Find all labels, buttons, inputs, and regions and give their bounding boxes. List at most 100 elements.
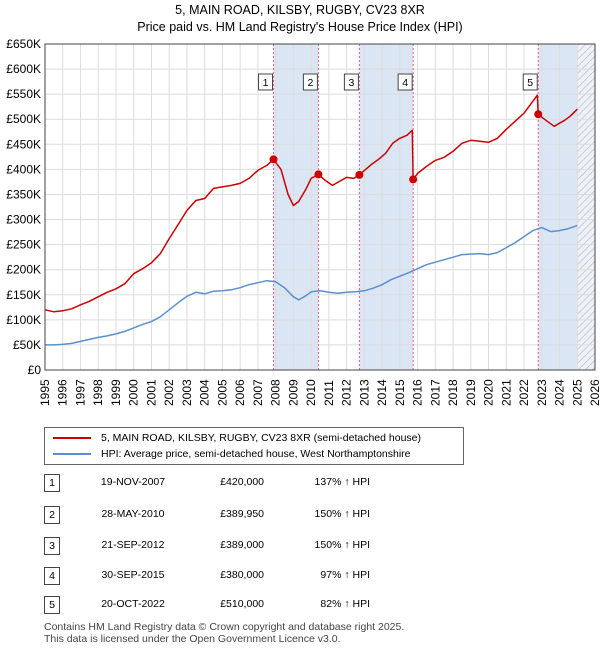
transaction-hpi: 97% ↑ HPI [320, 569, 370, 581]
transaction-date: 20-OCT-2022 [101, 598, 165, 610]
transaction-number: 1 [44, 474, 60, 492]
y-tick-label: £650K [6, 37, 41, 51]
legend-item-hpi: HPI: Average price, semi-detached house,… [53, 447, 411, 461]
x-tick-label: 2025 [570, 379, 584, 406]
y-tick-label: £50K [13, 338, 41, 352]
transaction-date: 19-NOV-2007 [100, 476, 166, 488]
transaction-price: £389,950 [220, 508, 264, 520]
x-tick-label: 2024 [553, 379, 567, 406]
x-tick-label: 2000 [127, 379, 141, 406]
y-tick-label: £500K [6, 112, 41, 126]
legend-label-hpi: HPI: Average price, semi-detached house,… [101, 448, 411, 460]
series-line-property [44, 94, 578, 313]
x-tick-label: 2014 [375, 379, 389, 406]
transaction-row: 2 28-MAY-2010 £389,950 150% ↑ HPI [44, 506, 464, 524]
transaction-number: 4 [44, 567, 60, 585]
x-tick-label: 2011 [322, 380, 336, 406]
shaded-range [273, 44, 319, 370]
x-tick-label: 2006 [233, 379, 247, 406]
chart-title: 5, MAIN ROAD, KILSBY, RUGBY, CV23 8XR [175, 3, 425, 17]
transaction-hpi: 150% ↑ HPI [314, 539, 370, 551]
x-tick-label: 2003 [180, 379, 194, 406]
shaded-range [359, 44, 414, 370]
x-tick-label: 2001 [144, 379, 158, 406]
x-tick-label: 1999 [109, 379, 123, 406]
transaction-date: 28-MAY-2010 [101, 508, 165, 520]
x-tick-label: 2002 [162, 379, 176, 406]
y-tick-label: £0 [28, 363, 42, 377]
x-tick-label: 1996 [56, 379, 70, 406]
shaded-range [538, 44, 578, 370]
y-tick-label: £150K [6, 288, 41, 302]
x-tick-label: 2004 [198, 379, 212, 406]
transaction-row: 4 30-SEP-2015 £380,000 97% ↑ HPI [44, 567, 464, 585]
y-tick-label: £400K [6, 162, 41, 176]
footer-license: This data is licensed under the Open Gov… [44, 633, 341, 645]
transaction-price: £420,000 [220, 476, 264, 488]
sale-point [355, 170, 364, 179]
x-tick-label: 2018 [446, 379, 460, 406]
transaction-row: 1 19-NOV-2007 £420,000 137% ↑ HPI [44, 474, 464, 492]
x-tick-label: 1995 [38, 379, 52, 406]
legend-swatch-property [53, 437, 91, 439]
y-tick-label: £350K [6, 187, 41, 201]
transaction-price: £380,000 [220, 569, 264, 581]
sale-point [314, 170, 323, 179]
transaction-number: 5 [44, 596, 60, 614]
footer-copyright: Contains HM Land Registry data © Crown c… [44, 621, 405, 633]
transaction-row: 5 20-OCT-2022 £510,000 82% ↑ HPI [44, 596, 464, 614]
transaction-row: 3 21-SEP-2012 £389,000 150% ↑ HPI [44, 537, 464, 555]
sale-point [409, 175, 418, 184]
series-line-hpi [45, 224, 578, 346]
transaction-number: 3 [44, 537, 60, 555]
y-tick-label: £600K [6, 62, 41, 76]
forecast-hatched-range [577, 44, 595, 370]
plot-frame [44, 43, 596, 371]
y-tick-label: £300K [6, 213, 41, 227]
sale-label-box [302, 73, 318, 91]
sale-label-box [258, 73, 274, 91]
sale-label: 5 [527, 77, 533, 89]
y-tick-label: £100K [6, 313, 41, 327]
chart-subtitle: Price paid vs. HM Land Registry's House … [137, 20, 463, 34]
transaction-date: 21-SEP-2012 [101, 539, 165, 551]
x-tick-label: 2023 [535, 379, 549, 406]
x-tick-label: 2021 [499, 379, 513, 406]
sale-point [534, 110, 543, 119]
y-tick-label: £250K [6, 238, 41, 252]
transaction-price: £389,000 [220, 539, 264, 551]
transaction-date: 30-SEP-2015 [101, 569, 165, 581]
transaction-hpi: 150% ↑ HPI [314, 508, 370, 520]
x-tick-label: 2019 [464, 379, 478, 406]
x-tick-label: 2012 [340, 379, 354, 406]
transaction-hpi: 137% ↑ HPI [314, 476, 370, 488]
x-tick-label: 2016 [411, 379, 425, 406]
sale-label: 3 [348, 77, 354, 89]
y-tick-label: £200K [6, 263, 41, 277]
x-tick-label: 2015 [393, 379, 407, 406]
y-tick-label: £550K [6, 87, 41, 101]
x-tick-label: 2022 [517, 379, 531, 406]
x-tick-label: 2020 [482, 379, 496, 406]
sale-label: 4 [402, 77, 408, 89]
legend-item-property: 5, MAIN ROAD, KILSBY, RUGBY, CV23 8XR (s… [53, 431, 421, 445]
sale-label: 2 [307, 77, 313, 89]
x-tick-label: 2013 [357, 379, 371, 406]
sale-label-box [522, 73, 538, 91]
y-tick-label: £450K [6, 137, 41, 151]
sale-point [269, 155, 278, 164]
sale-label-box [343, 73, 359, 91]
transaction-price: £510,000 [220, 598, 264, 610]
x-tick-label: 1998 [91, 379, 105, 406]
x-tick-label: 2026 [588, 379, 600, 406]
x-tick-label: 2008 [269, 379, 283, 406]
x-tick-label: 2007 [251, 379, 265, 406]
chart-legend: 5, MAIN ROAD, KILSBY, RUGBY, CV23 8XR (s… [44, 427, 464, 465]
transaction-hpi: 82% ↑ HPI [320, 598, 370, 610]
legend-label-property: 5, MAIN ROAD, KILSBY, RUGBY, CV23 8XR (s… [101, 432, 421, 444]
transaction-number: 2 [44, 506, 60, 524]
x-tick-label: 2017 [428, 379, 442, 406]
x-tick-label: 2005 [215, 379, 229, 406]
price-chart: 1 2 3 4 5 £0 £50K £100K £150K £200K £250K £300K £35… [6, 37, 600, 406]
x-tick-label: 1997 [73, 379, 87, 406]
